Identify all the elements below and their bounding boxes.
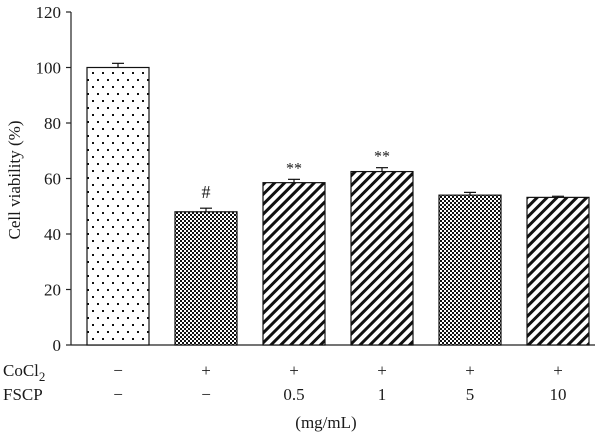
y-tick-label: 80 xyxy=(44,114,61,133)
treatment-value: + xyxy=(201,361,211,380)
y-tick-label: 120 xyxy=(36,3,62,22)
bar xyxy=(174,211,238,346)
treatment-row-label: FSCP xyxy=(3,385,43,404)
bar xyxy=(438,194,502,346)
treatment-value: + xyxy=(553,361,563,380)
x-unit-label: (mg/mL) xyxy=(295,413,356,432)
treatment-value: + xyxy=(289,361,299,380)
bar xyxy=(526,196,590,346)
significance-marker: ** xyxy=(286,160,302,177)
treatment-value: 1 xyxy=(378,385,387,404)
treatment-value: − xyxy=(113,361,123,380)
y-tick-label: 0 xyxy=(53,336,62,355)
treatment-value: 5 xyxy=(466,385,475,404)
y-ticks: 0 20 40 60 80 100 120 xyxy=(36,3,71,355)
treatment-value: − xyxy=(113,385,123,404)
y-tick-label: 20 xyxy=(44,281,61,300)
treatment-value: 0.5 xyxy=(283,385,304,404)
treatment-row-name: CoCl xyxy=(3,361,39,380)
significance-marker: # xyxy=(202,182,211,202)
y-tick-label: 100 xyxy=(36,59,62,78)
treatment-row-name: FSCP xyxy=(3,385,43,404)
treatment-row-label: CoCl2 xyxy=(3,361,45,384)
treatment-value: 10 xyxy=(550,385,567,404)
treatment-row-subscript: 2 xyxy=(39,369,46,384)
y-tick-label: 40 xyxy=(44,225,61,244)
axes xyxy=(70,12,595,346)
significance-marker: ** xyxy=(374,149,390,166)
treatment-value: − xyxy=(201,385,211,404)
treatment-rows: CoCl2 − + + + + + FSCP − − 0.5 1 5 10 xyxy=(3,361,567,404)
treatment-value: + xyxy=(465,361,475,380)
bar xyxy=(262,182,326,346)
treatment-value: + xyxy=(377,361,387,380)
bars: # ** ** xyxy=(86,62,590,346)
bar xyxy=(350,170,414,346)
y-axis-label: Cell viability (%) xyxy=(5,121,24,240)
y-tick-label: 60 xyxy=(44,170,61,189)
bar xyxy=(86,66,150,346)
